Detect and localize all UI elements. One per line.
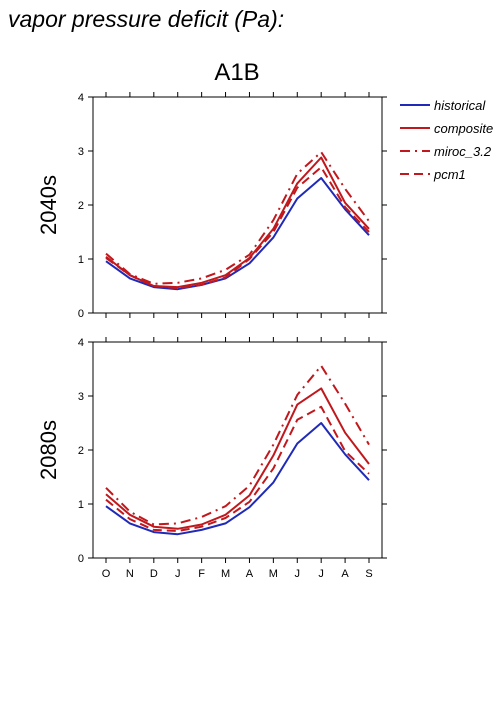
legend-item: pcm1 bbox=[400, 167, 466, 182]
y-tick-label: 3 bbox=[78, 391, 84, 403]
legend-item: miroc_3.2 bbox=[400, 144, 492, 159]
y-tick-label: 4 bbox=[78, 92, 84, 104]
series-line-historical bbox=[105, 177, 370, 291]
x-tick-label: N bbox=[126, 568, 134, 580]
series-line-historical bbox=[105, 422, 370, 536]
x-tick-label: A bbox=[341, 568, 349, 580]
panel-label: 2080s bbox=[36, 420, 61, 480]
legend-label: miroc_3.2 bbox=[434, 144, 492, 159]
x-tick-label: J bbox=[295, 568, 301, 580]
chart-panels: 0 1 2 3 4 2040s 0 1 2 3 4 O N D J F M A M J J A S 2080s bbox=[36, 92, 387, 580]
x-tick-label: D bbox=[150, 568, 158, 580]
y-tick-label: 0 bbox=[78, 553, 84, 565]
chart-legend: historical composite miroc_3.2 pcm1 bbox=[400, 98, 493, 182]
page-title: vapor pressure deficit (Pa): bbox=[8, 6, 285, 32]
x-tick-label: M bbox=[269, 568, 278, 580]
x-tick-label: J bbox=[175, 568, 181, 580]
panel-2080s: 0 1 2 3 4 O N D J F M A M J J A S 2080s bbox=[36, 337, 387, 580]
x-tick-label: F bbox=[198, 568, 205, 580]
series-line-composite bbox=[105, 387, 370, 530]
x-tick-label: A bbox=[246, 568, 254, 580]
y-tick-label: 1 bbox=[78, 499, 84, 511]
panel-2040s: 0 1 2 3 4 2040s bbox=[36, 92, 387, 320]
series-line-pcm1 bbox=[105, 405, 370, 532]
series-line-composite bbox=[105, 156, 370, 289]
scenario-title: A1B bbox=[214, 59, 259, 86]
x-tick-label: M bbox=[221, 568, 230, 580]
series-line-pcm1 bbox=[105, 166, 370, 290]
legend-label: composite bbox=[434, 121, 493, 136]
series-line-miroc_3.2 bbox=[105, 364, 370, 526]
y-tick-label: 1 bbox=[78, 254, 84, 266]
y-tick-label: 3 bbox=[78, 146, 84, 158]
legend-label: historical bbox=[434, 98, 486, 113]
y-tick-label: 4 bbox=[78, 337, 84, 349]
legend-item: composite bbox=[400, 121, 493, 136]
series-line-miroc_3.2 bbox=[105, 151, 370, 285]
x-tick-label: J bbox=[318, 568, 324, 580]
legend-item: historical bbox=[400, 98, 486, 113]
y-tick-label: 2 bbox=[78, 200, 84, 212]
legend-label: pcm1 bbox=[433, 167, 466, 182]
y-tick-label: 2 bbox=[78, 445, 84, 457]
y-tick-label: 0 bbox=[78, 308, 84, 320]
panel-label: 2040s bbox=[36, 175, 61, 235]
x-tick-label: S bbox=[365, 568, 372, 580]
x-tick-label: O bbox=[102, 568, 111, 580]
